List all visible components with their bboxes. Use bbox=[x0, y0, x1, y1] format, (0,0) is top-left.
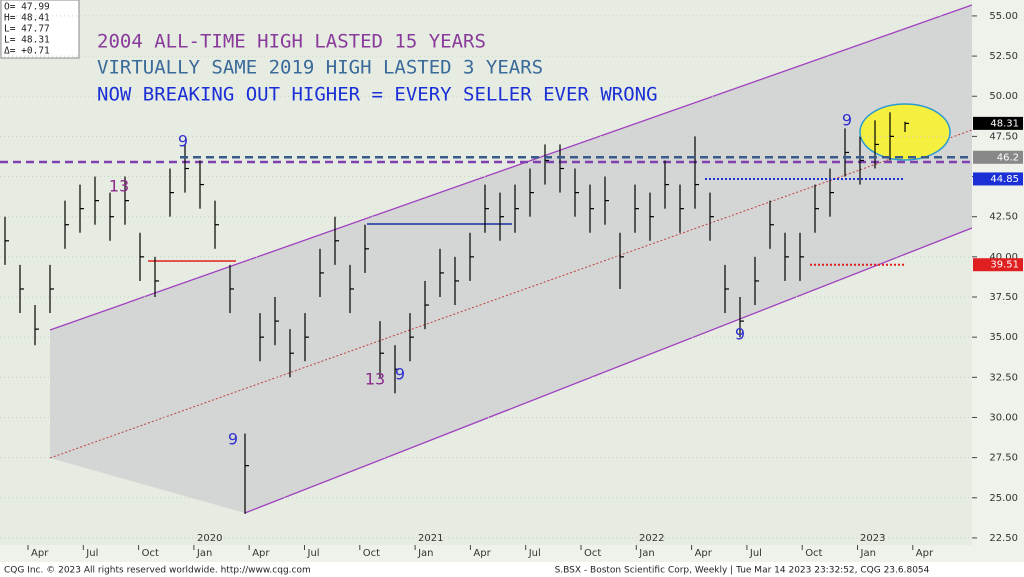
setup-count: 9 bbox=[228, 430, 238, 449]
x-tick-label: Apr bbox=[916, 548, 934, 559]
channel-mid bbox=[49, 129, 973, 459]
x-tick-label: Jan bbox=[860, 548, 876, 559]
channel-fill bbox=[50, 5, 972, 513]
x-tick-label: Jan bbox=[417, 548, 433, 559]
y-tick-label: 55.00 bbox=[989, 11, 1018, 22]
setup-count: 9 bbox=[842, 111, 852, 130]
x-tick-label: Oct bbox=[584, 548, 601, 559]
setup-count: 9 bbox=[178, 132, 188, 151]
x-tick-label: Jan bbox=[638, 548, 654, 559]
x-tick-label: Jul bbox=[307, 548, 320, 559]
channel-lower bbox=[244, 227, 973, 514]
y-tick-label: 22.50 bbox=[989, 533, 1018, 544]
x-tick-label: Jul bbox=[749, 548, 762, 559]
y-tick-label: 42.50 bbox=[989, 212, 1018, 223]
y-tick-label: 25.00 bbox=[989, 493, 1018, 504]
x-tick-label: Jan bbox=[196, 548, 212, 559]
level-tag bbox=[973, 150, 1023, 164]
level-label: 44.85 bbox=[990, 174, 1019, 185]
x-tick-label: Apr bbox=[31, 548, 49, 559]
footer-right: S.BSX - Boston Scientific Corp, Weekly |… bbox=[555, 566, 930, 576]
x-tick-label: Jul bbox=[85, 548, 98, 559]
x-tick-label: Apr bbox=[695, 548, 713, 559]
y-axis-area bbox=[972, 0, 1024, 545]
setup-count: 9 bbox=[735, 325, 745, 344]
y-tick-label: 47.50 bbox=[989, 131, 1018, 142]
y-tick-label: 27.50 bbox=[989, 453, 1018, 464]
x-tick-label: Apr bbox=[252, 548, 270, 559]
level-label: 39.51 bbox=[990, 260, 1019, 271]
y-tick-label: 52.50 bbox=[989, 51, 1018, 62]
level-tag bbox=[973, 172, 1023, 186]
x-tick-label: Jul bbox=[528, 548, 541, 559]
quote-box bbox=[0, 0, 80, 59]
setup-count: 13 bbox=[109, 177, 129, 196]
quote-line: O= 47.99 bbox=[4, 2, 50, 13]
setup-count: 9 bbox=[395, 365, 405, 384]
x-tick-label: Oct bbox=[142, 548, 159, 559]
quote-line: L= 47.77 bbox=[4, 24, 50, 35]
y-tick-label: 50.00 bbox=[989, 91, 1018, 102]
level-label: 48.31 bbox=[990, 118, 1019, 129]
x-tick-label: Oct bbox=[805, 548, 822, 559]
x-axis-area bbox=[0, 545, 1024, 562]
year-label: 2020 bbox=[197, 533, 222, 544]
year-label: 2021 bbox=[418, 533, 443, 544]
y-tick-label: 37.50 bbox=[989, 292, 1018, 303]
y-tick-label: 32.50 bbox=[989, 372, 1018, 383]
x-tick-label: Oct bbox=[363, 548, 380, 559]
x-tick-label: Apr bbox=[473, 548, 491, 559]
y-tick-label: 40.00 bbox=[989, 252, 1018, 263]
level-label: 46.2 bbox=[997, 152, 1019, 163]
annotation: NOW BREAKING OUT HIGHER = EVERY SELLER E… bbox=[97, 84, 658, 106]
quote-line: L= 48.31 bbox=[4, 35, 50, 46]
y-tick-label: 35.00 bbox=[989, 332, 1018, 343]
level-tag bbox=[973, 258, 1023, 272]
quote-line: H= 48.41 bbox=[4, 13, 50, 24]
channel-upper bbox=[49, 4, 973, 331]
year-label: 2023 bbox=[860, 533, 885, 544]
quote-line: Δ= +0.71 bbox=[4, 46, 50, 57]
year-label: 2022 bbox=[639, 533, 664, 544]
annotation: VIRTUALLY SAME 2019 HIGH LASTED 3 YEARS bbox=[97, 57, 543, 79]
level-tag bbox=[973, 116, 1023, 130]
footer-left: CQG Inc. © 2023 All rights reserved worl… bbox=[4, 566, 311, 576]
y-tick-label: 30.00 bbox=[989, 412, 1018, 423]
annotation: 2004 ALL-TIME HIGH LASTED 15 YEARS bbox=[97, 31, 486, 53]
setup-count: 13 bbox=[365, 370, 385, 389]
